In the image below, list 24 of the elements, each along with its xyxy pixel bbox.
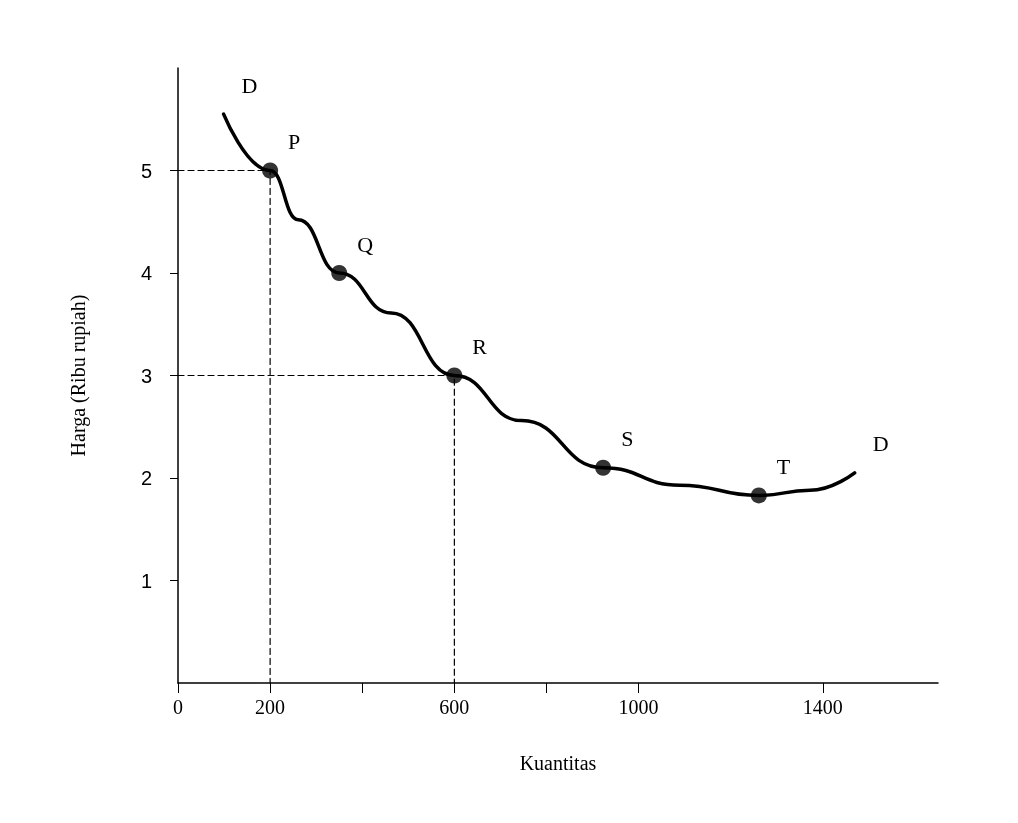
- y-tick-label: 3: [140, 364, 152, 387]
- annotation: S: [621, 426, 634, 452]
- x-tick-label: 200: [255, 696, 286, 718]
- annotation: D: [872, 431, 889, 457]
- annotation: Q: [357, 231, 374, 257]
- x-tick-label: 1400: [802, 696, 843, 718]
- point: [595, 459, 612, 476]
- x-tick-label: 1000: [618, 696, 659, 718]
- y-tick-label: 2: [140, 467, 152, 489]
- annotation: D: [241, 72, 258, 98]
- y-tick-label: 5: [140, 159, 152, 182]
- x-tick-label: 600: [439, 696, 470, 718]
- point: [262, 162, 279, 179]
- y-tick-label: 4: [140, 262, 152, 284]
- annotation: P: [288, 129, 301, 154]
- x-axis-title: Kuantitas: [519, 752, 597, 774]
- y-axis-title: Harga (Ribu rupiah): [67, 294, 90, 457]
- annotation: R: [472, 334, 488, 359]
- x-tick-label: 0: [173, 696, 183, 718]
- point: [331, 265, 348, 281]
- point: [750, 487, 767, 504]
- annotation: T: [776, 453, 791, 479]
- point: [446, 367, 463, 384]
- y-tick-label: 1: [140, 569, 152, 592]
